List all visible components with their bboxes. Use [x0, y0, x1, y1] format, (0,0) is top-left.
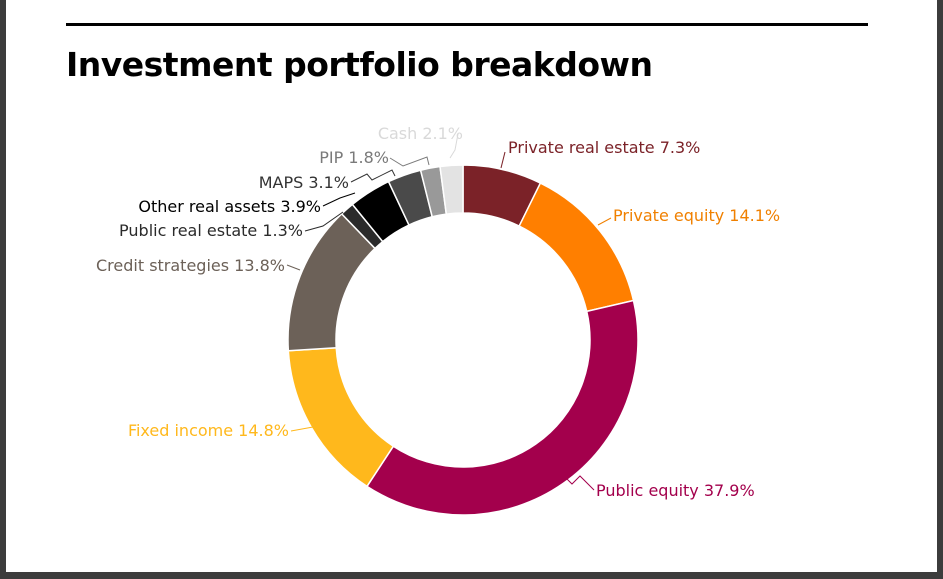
leader-lines — [286, 133, 612, 491]
leader-pip — [389, 156, 430, 167]
leader-public-equity — [565, 475, 595, 491]
label-private-real-estate: Private real estate 7.3% — [508, 138, 700, 157]
chart-title: Investment portfolio breakdown — [66, 45, 653, 84]
label-cash: Cash 2.1% — [378, 124, 463, 143]
label-other-real-assets: Other real assets 3.9% — [138, 197, 321, 216]
slice-fixed-income — [287, 346, 395, 488]
top-rule — [66, 23, 868, 26]
leader-fixed-income — [290, 426, 314, 432]
leader-private-equity — [597, 217, 612, 226]
leader-cash — [449, 133, 459, 159]
label-pip: PIP 1.8% — [319, 148, 389, 167]
donut-slices — [287, 164, 639, 516]
slice-private-equity — [518, 182, 635, 313]
label-fixed-income: Fixed income 14.8% — [128, 421, 289, 440]
slice-public-equity — [365, 299, 639, 516]
leader-private-real-estate — [500, 151, 506, 169]
slice-labels: Private real estate 7.3% Private equity 1… — [96, 124, 780, 500]
label-maps: MAPS 3.1% — [259, 173, 349, 192]
label-private-equity: Private equity 14.1% — [613, 206, 780, 225]
slice-cash — [439, 164, 464, 215]
leader-maps — [350, 169, 396, 183]
leader-public-real-estate — [304, 211, 344, 232]
label-public-real-estate: Public real estate 1.3% — [119, 221, 303, 240]
label-public-equity: Public equity 37.9% — [596, 481, 755, 500]
leader-other-real-assets — [322, 192, 356, 207]
label-credit-strategies: Credit strategies 13.8% — [96, 256, 285, 275]
leader-credit-strategies — [286, 264, 301, 271]
